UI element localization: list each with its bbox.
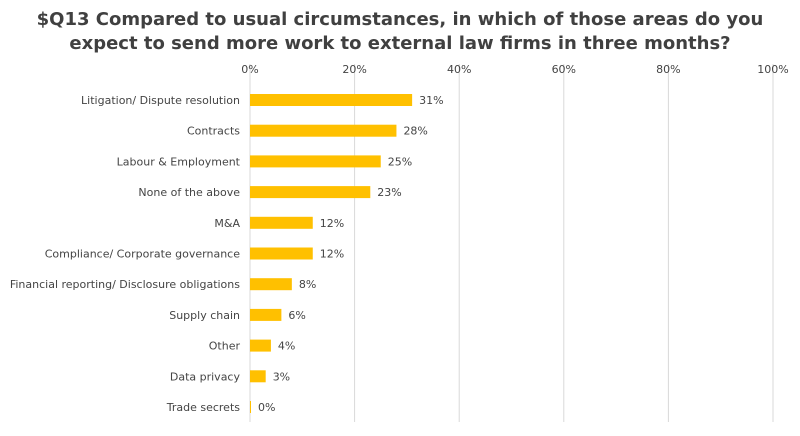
category-label: Trade secrets: [166, 401, 241, 414]
bar: [250, 278, 292, 291]
category-label: Labour & Employment: [117, 155, 241, 168]
data-label: 23%: [377, 186, 401, 199]
chart-title-line-2: expect to send more work to external law…: [69, 33, 731, 54]
data-label: 8%: [299, 278, 316, 291]
x-tick-label: 80%: [656, 63, 680, 76]
gridlines: [249, 64, 774, 422]
data-label: 4%: [278, 340, 295, 353]
bar: [250, 247, 313, 260]
category-labels: Litigation/ Dispute resolution Contracts L…: [10, 94, 241, 414]
category-label: Compliance/ Corporate governance: [45, 248, 240, 261]
bar: [250, 124, 397, 137]
x-axis-tick-labels: 0% 20% 40% 60% 80% 100%: [241, 63, 788, 76]
data-label: 6%: [288, 309, 305, 322]
x-tick-label: 0%: [241, 63, 258, 76]
chart-title: $Q13 Compared to usual circumstances, in…: [0, 8, 800, 56]
category-label: Litigation/ Dispute resolution: [81, 94, 240, 107]
data-label: 12%: [320, 217, 344, 230]
category-label: Data privacy: [170, 370, 241, 383]
x-tick-label: 40%: [447, 63, 471, 76]
bar: [250, 308, 282, 321]
x-tick-label: 100%: [757, 63, 788, 76]
data-label: 28%: [403, 125, 427, 138]
data-label: 25%: [388, 155, 412, 168]
data-labels: 31% 28% 25% 23% 12% 12% 8% 6% 4% 3% 0%: [258, 94, 444, 414]
bar: [250, 216, 313, 229]
bar: [250, 94, 413, 106]
category-label: Supply chain: [169, 309, 240, 322]
data-label: 31%: [419, 94, 443, 107]
category-label: M&A: [214, 217, 240, 230]
category-label: Financial reporting/ Disclosure obligati…: [10, 278, 240, 291]
data-label: 0%: [258, 401, 275, 414]
bar: [250, 401, 251, 413]
bar: [250, 370, 266, 383]
bar: [250, 339, 271, 352]
category-label: None of the above: [138, 186, 240, 199]
x-tick-label: 60%: [552, 63, 576, 76]
data-label: 3%: [273, 370, 290, 383]
category-label: Contracts: [187, 125, 240, 138]
bar: [250, 186, 371, 199]
chart-title-line-1: $Q13 Compared to usual circumstances, in…: [36, 9, 764, 30]
bar: [250, 155, 381, 168]
x-tick-label: 20%: [342, 63, 366, 76]
category-label: Other: [209, 340, 241, 353]
data-label: 12%: [320, 248, 344, 261]
bars: [250, 94, 413, 413]
